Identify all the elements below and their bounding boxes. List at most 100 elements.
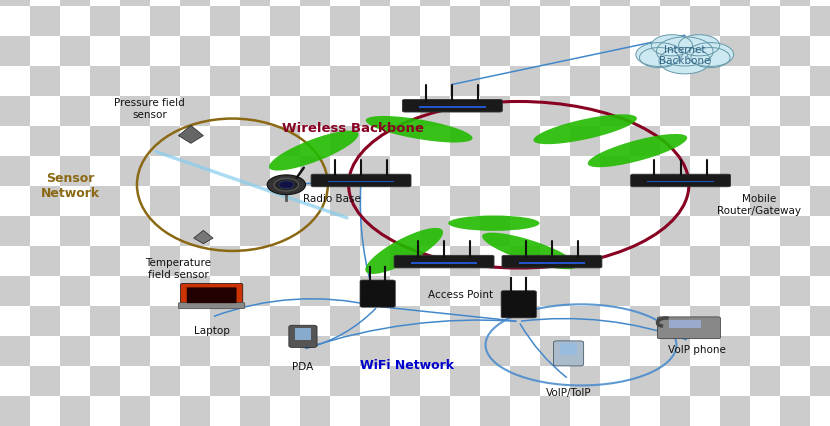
Bar xyxy=(360,97,390,127)
Bar xyxy=(570,187,600,216)
Bar xyxy=(720,157,750,187)
Bar xyxy=(240,336,270,366)
Bar xyxy=(480,157,510,187)
Bar xyxy=(780,67,810,97)
Bar xyxy=(780,216,810,246)
Bar xyxy=(0,157,30,187)
Bar xyxy=(810,157,830,187)
Bar xyxy=(330,127,360,157)
Bar xyxy=(120,37,150,67)
Bar xyxy=(420,37,450,67)
Bar xyxy=(300,276,330,306)
Bar xyxy=(270,306,300,336)
FancyBboxPatch shape xyxy=(501,291,536,318)
Bar xyxy=(240,127,270,157)
Bar xyxy=(480,67,510,97)
Bar xyxy=(150,7,180,37)
Bar xyxy=(180,97,210,127)
Circle shape xyxy=(274,179,299,192)
Bar xyxy=(780,246,810,276)
Bar xyxy=(450,187,480,216)
Text: Laptop: Laptop xyxy=(193,325,230,335)
Bar xyxy=(570,276,600,306)
Bar xyxy=(60,7,90,37)
Bar xyxy=(630,0,660,7)
Bar xyxy=(690,366,720,396)
Bar xyxy=(180,216,210,246)
Bar xyxy=(600,396,630,426)
Text: Temperature
field sensor: Temperature field sensor xyxy=(145,258,212,279)
Bar xyxy=(360,187,390,216)
Bar xyxy=(240,366,270,396)
Bar xyxy=(270,216,300,246)
Bar xyxy=(780,336,810,366)
Bar xyxy=(330,216,360,246)
Ellipse shape xyxy=(482,233,577,270)
Bar xyxy=(60,276,90,306)
Bar xyxy=(780,306,810,336)
Bar xyxy=(450,97,480,127)
Bar xyxy=(90,127,120,157)
Bar xyxy=(810,336,830,366)
Bar xyxy=(240,0,270,7)
Bar xyxy=(360,276,390,306)
Bar xyxy=(660,396,690,426)
Bar xyxy=(780,127,810,157)
Bar xyxy=(720,336,750,366)
Text: VoIP phone: VoIP phone xyxy=(668,344,726,354)
Bar xyxy=(180,127,210,157)
Bar xyxy=(810,306,830,336)
Bar xyxy=(420,187,450,216)
Bar xyxy=(390,0,420,7)
Bar xyxy=(630,157,660,187)
Bar xyxy=(90,336,120,366)
Bar xyxy=(780,0,810,7)
Bar xyxy=(810,37,830,67)
Bar xyxy=(90,157,120,187)
Bar xyxy=(630,187,660,216)
Bar xyxy=(300,7,330,37)
Bar xyxy=(300,336,330,366)
Bar xyxy=(720,276,750,306)
Bar xyxy=(210,396,240,426)
Bar xyxy=(30,276,60,306)
Circle shape xyxy=(679,36,720,57)
Bar xyxy=(60,0,90,7)
Bar xyxy=(210,246,240,276)
Bar xyxy=(60,396,90,426)
Bar xyxy=(330,336,360,366)
Bar xyxy=(750,187,780,216)
Bar xyxy=(540,366,570,396)
Bar xyxy=(570,37,600,67)
Bar xyxy=(630,216,660,246)
Bar xyxy=(390,366,420,396)
Bar xyxy=(570,97,600,127)
Circle shape xyxy=(639,49,679,69)
Bar xyxy=(300,396,330,426)
Bar xyxy=(420,7,450,37)
Bar xyxy=(540,216,570,246)
Bar xyxy=(690,127,720,157)
Bar xyxy=(720,67,750,97)
Bar xyxy=(210,216,240,246)
Bar xyxy=(270,7,300,37)
Bar xyxy=(30,396,60,426)
Bar xyxy=(120,157,150,187)
Bar xyxy=(420,246,450,276)
Bar xyxy=(519,262,585,264)
Bar xyxy=(540,306,570,336)
Bar xyxy=(480,396,510,426)
Bar xyxy=(660,67,690,97)
Bar xyxy=(90,97,120,127)
Bar xyxy=(690,187,720,216)
Bar xyxy=(390,157,420,187)
Bar xyxy=(630,306,660,336)
Bar xyxy=(570,336,600,366)
Bar xyxy=(360,157,390,187)
Bar xyxy=(30,246,60,276)
Bar xyxy=(180,7,210,37)
Bar xyxy=(750,336,780,366)
Bar xyxy=(150,97,180,127)
Bar xyxy=(690,97,720,127)
Bar xyxy=(480,246,510,276)
